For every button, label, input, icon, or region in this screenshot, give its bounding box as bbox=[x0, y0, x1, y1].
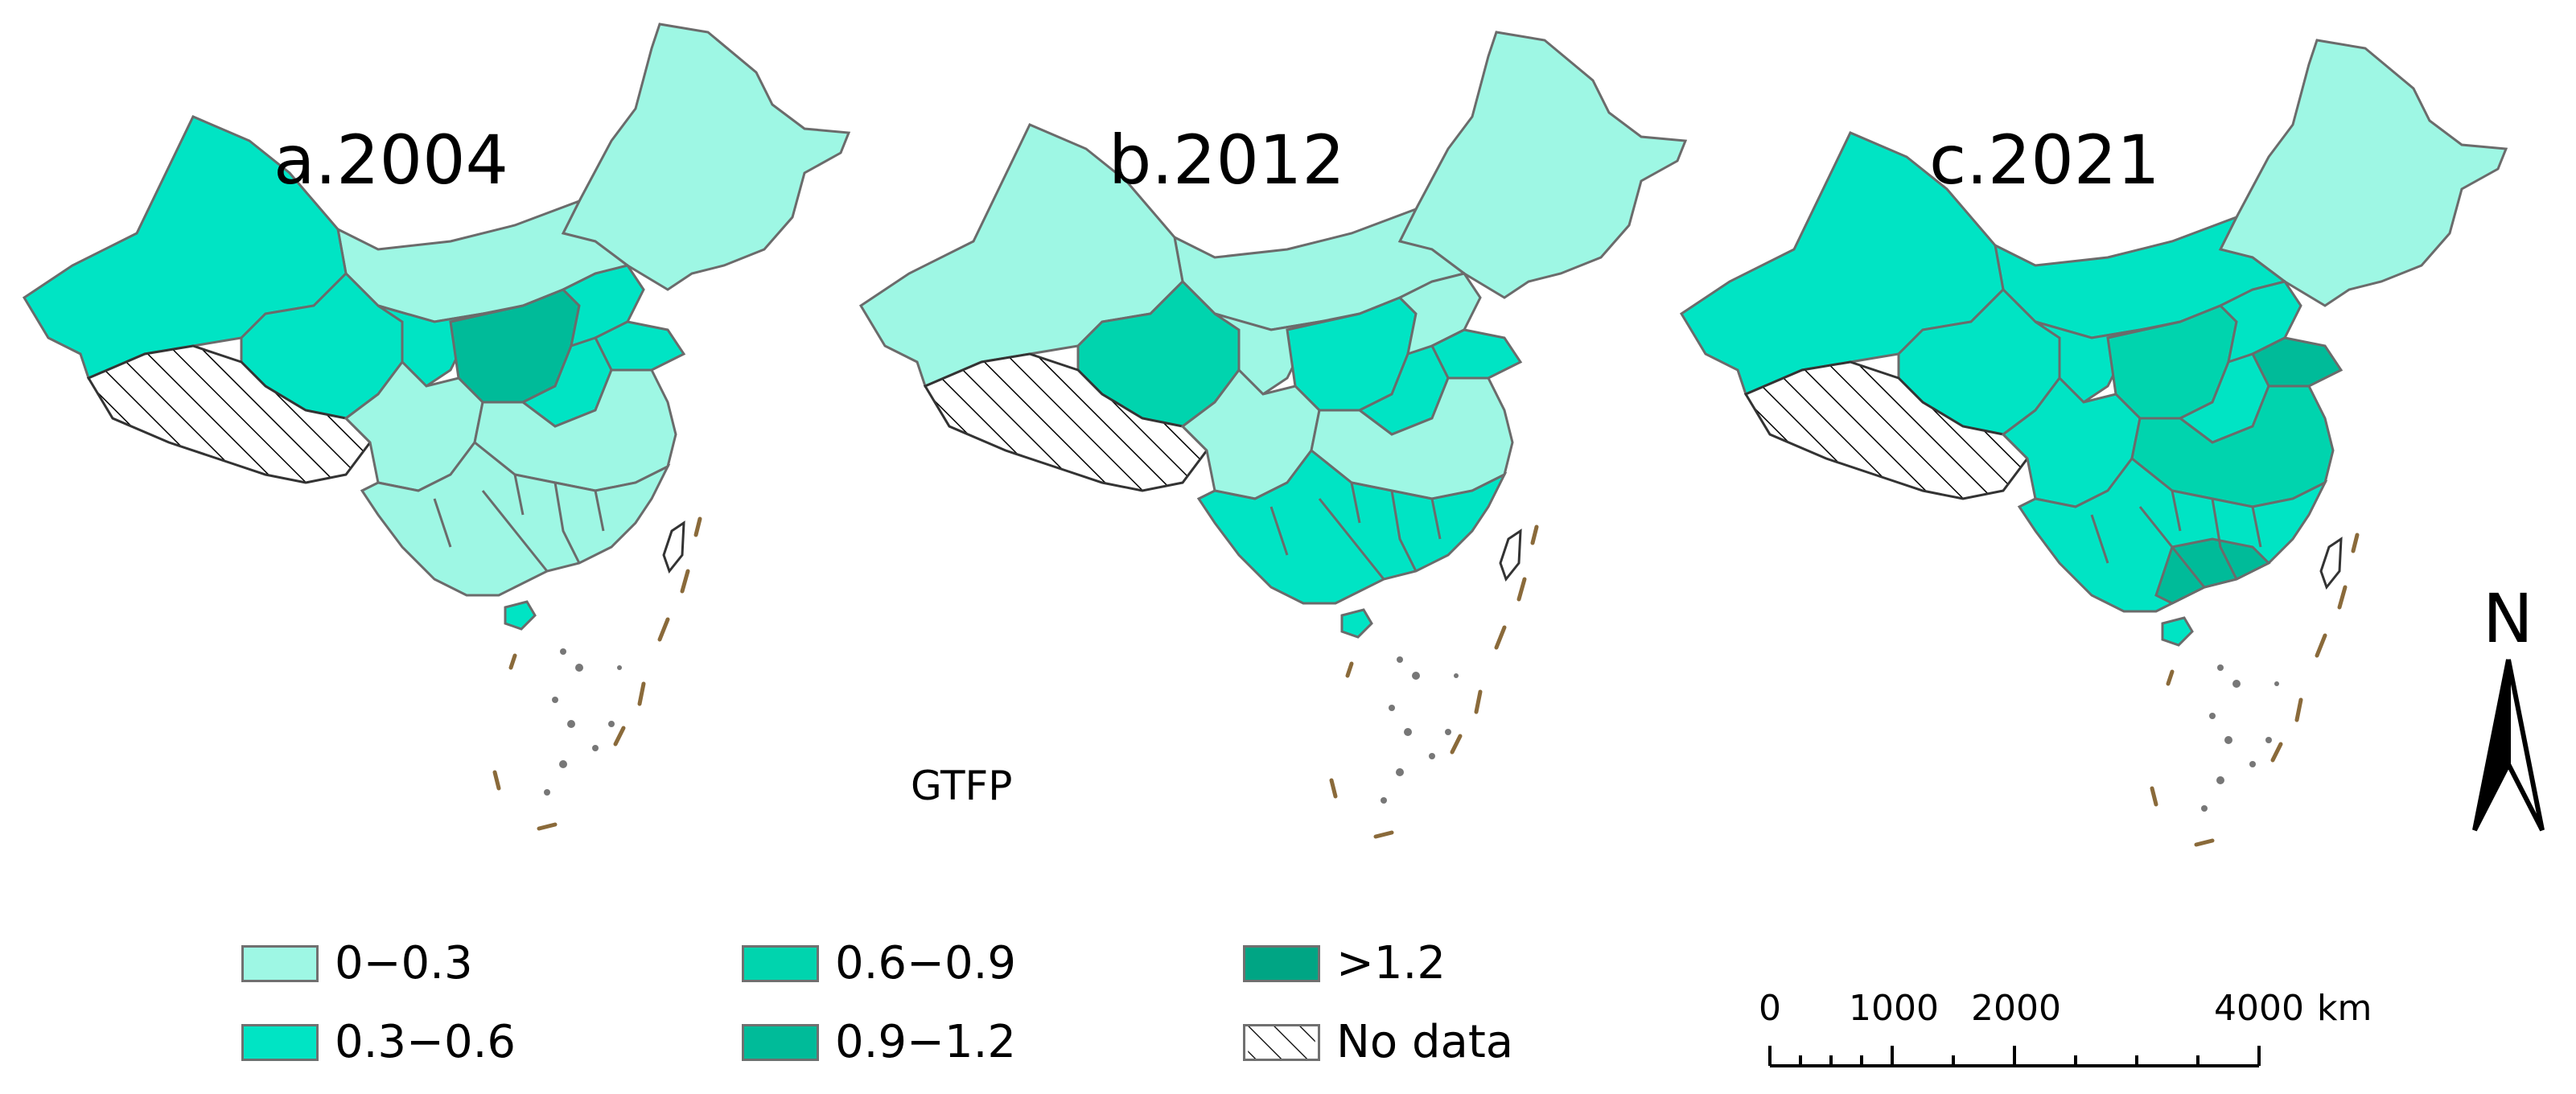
map-panel-a bbox=[22, 23, 851, 831]
scale-label: 2000 bbox=[1971, 988, 2061, 1029]
legend-label: 0−0.3 bbox=[335, 937, 473, 989]
legend-swatch bbox=[241, 1023, 319, 1061]
south-sea-islands bbox=[544, 648, 622, 796]
legend-swatch bbox=[1243, 944, 1320, 982]
map-panel-b bbox=[858, 31, 1688, 839]
legend-item: 0.3−0.6 bbox=[241, 1016, 516, 1068]
legend-label: >1.2 bbox=[1336, 937, 1446, 989]
legend-swatch bbox=[241, 944, 319, 982]
legend-item: 0.6−0.9 bbox=[742, 937, 1016, 989]
panel-title-a: a.2004 bbox=[274, 121, 508, 199]
island-taiwan bbox=[662, 520, 685, 574]
region-northeast bbox=[561, 23, 851, 291]
scale-label: 1000 bbox=[1849, 988, 1939, 1029]
legend-label: 0.3−0.6 bbox=[335, 1016, 516, 1068]
north-arrow-icon bbox=[2472, 659, 2545, 832]
panel-title-c: c.2021 bbox=[1929, 121, 2160, 199]
region-south bbox=[360, 440, 671, 597]
legend-item: No data bbox=[1243, 1016, 1513, 1068]
legend-item: 0.9−1.2 bbox=[742, 1016, 1016, 1068]
legend-label: 0.9−1.2 bbox=[835, 1016, 1017, 1068]
panel-title-b: b.2012 bbox=[1109, 121, 1345, 199]
island-hainan bbox=[504, 600, 537, 631]
legend-item: 0−0.3 bbox=[241, 937, 473, 989]
legend-swatch-hatch bbox=[1243, 1023, 1320, 1061]
legend-swatch bbox=[742, 1023, 819, 1061]
legend-item: >1.2 bbox=[1243, 937, 1446, 989]
legend-swatch bbox=[742, 944, 819, 982]
north-label: N bbox=[2483, 579, 2533, 658]
scale-bar bbox=[1768, 1046, 2261, 1067]
legend-label: No data bbox=[1336, 1016, 1514, 1068]
scale-unit: km bbox=[2317, 988, 2372, 1029]
scale-label: 4000 bbox=[2214, 988, 2304, 1029]
map-panel-c bbox=[1679, 39, 2508, 847]
scale-label: 0 bbox=[1759, 988, 1781, 1029]
nine-dash-line bbox=[492, 516, 702, 831]
legend-title: GTFP bbox=[911, 763, 1013, 809]
legend-label: 0.6−0.9 bbox=[835, 937, 1017, 989]
